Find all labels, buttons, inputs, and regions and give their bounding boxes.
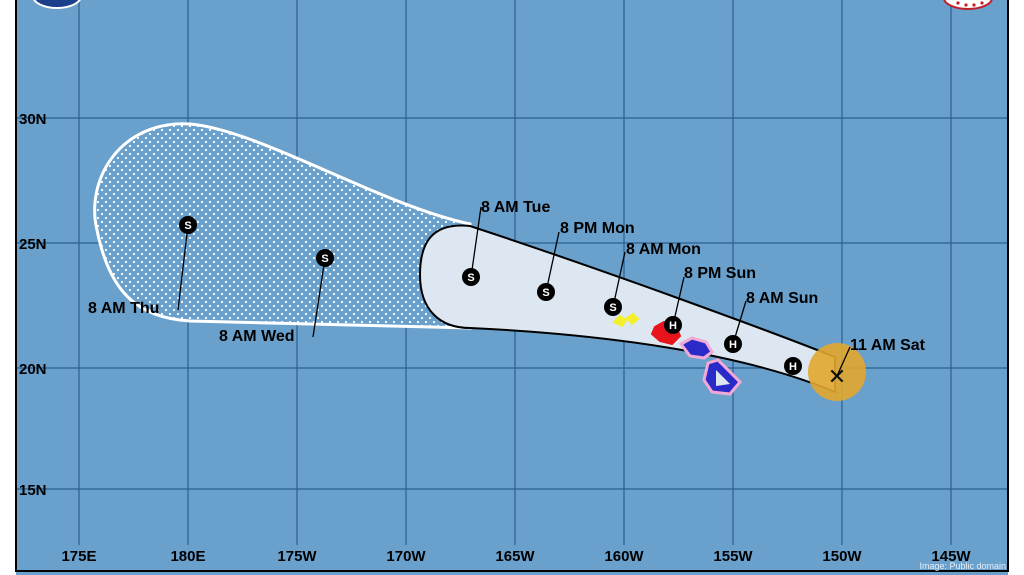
cone-day4-5 xyxy=(93,122,472,330)
lat-label: 30N xyxy=(19,111,47,128)
lon-label: 175W xyxy=(277,548,317,565)
forecast-marker-storm: S xyxy=(604,298,622,316)
image-credit: Image: Public domain xyxy=(919,561,1006,571)
time-label: 11 AM Sat xyxy=(850,337,926,354)
forecast-marker-hurricane: H xyxy=(724,335,742,353)
current-position-circle xyxy=(808,343,866,401)
lon-label: 175E xyxy=(61,548,96,565)
marker-symbol: S xyxy=(184,220,191,232)
time-label: 8 AM Sun xyxy=(746,290,818,307)
lon-label: 145W xyxy=(931,548,971,565)
leader-line xyxy=(545,231,560,293)
longitude-labels: 175E 180E 175W 170W 165W 160W 155W 150W … xyxy=(61,548,971,565)
marker-symbol: S xyxy=(542,287,549,299)
island-big-island-center xyxy=(716,370,730,386)
lon-label: 165W xyxy=(495,548,535,565)
leader-line xyxy=(612,251,626,308)
forecast-marker-storm: S xyxy=(462,268,480,286)
time-label: 8 AM Thu xyxy=(88,300,159,317)
forecast-marker-storm: S xyxy=(537,283,555,301)
marker-symbol: H xyxy=(789,361,797,373)
lon-label: 155W xyxy=(713,548,753,565)
leader-line xyxy=(836,346,851,377)
marker-symbol: S xyxy=(321,253,328,265)
marker-symbol: S xyxy=(609,302,616,314)
time-label: 8 PM Mon xyxy=(560,220,635,237)
lon-label: 150W xyxy=(822,548,862,565)
noaa-logo xyxy=(33,0,81,9)
marker-symbol: H xyxy=(669,320,677,332)
leader-line xyxy=(470,206,482,278)
leader-line xyxy=(177,224,189,311)
time-label: 8 AM Tue xyxy=(481,199,550,216)
leader-line xyxy=(312,257,326,338)
lat-label: 15N xyxy=(19,482,47,499)
map-frame xyxy=(15,0,1009,572)
forecast-time-labels: 11 AM Sat 8 AM Sun 8 PM Sun 8 AM Mon 8 P… xyxy=(88,199,926,354)
forecast-marker-storm: S xyxy=(179,216,197,234)
leader-lines xyxy=(177,206,851,377)
lon-label: 160W xyxy=(604,548,644,565)
current-position-marker: ✕ xyxy=(828,364,846,389)
island-maui-group xyxy=(678,336,714,360)
forecast-marker-storm: S xyxy=(316,249,334,267)
tropical-storm-watch-area xyxy=(612,312,640,328)
marker-symbol: H xyxy=(729,339,737,351)
time-label: 8 AM Wed xyxy=(219,328,295,345)
time-label: 8 AM Mon xyxy=(626,241,701,258)
forecast-marker-hurricane: H xyxy=(784,357,802,375)
nws-logo xyxy=(943,0,993,10)
latitude-labels: 30N 25N 20N 15N xyxy=(19,111,47,499)
lon-label: 180E xyxy=(170,548,205,565)
forecast-marker-hurricane: H xyxy=(664,316,682,334)
marker-symbol: S xyxy=(467,272,474,284)
lon-label: 170W xyxy=(386,548,426,565)
lat-label: 25N xyxy=(19,236,47,253)
lat-label: 20N xyxy=(19,361,47,378)
forecast-markers: H H H S S S S S xyxy=(179,216,802,375)
time-label: 8 PM Sun xyxy=(684,265,756,282)
